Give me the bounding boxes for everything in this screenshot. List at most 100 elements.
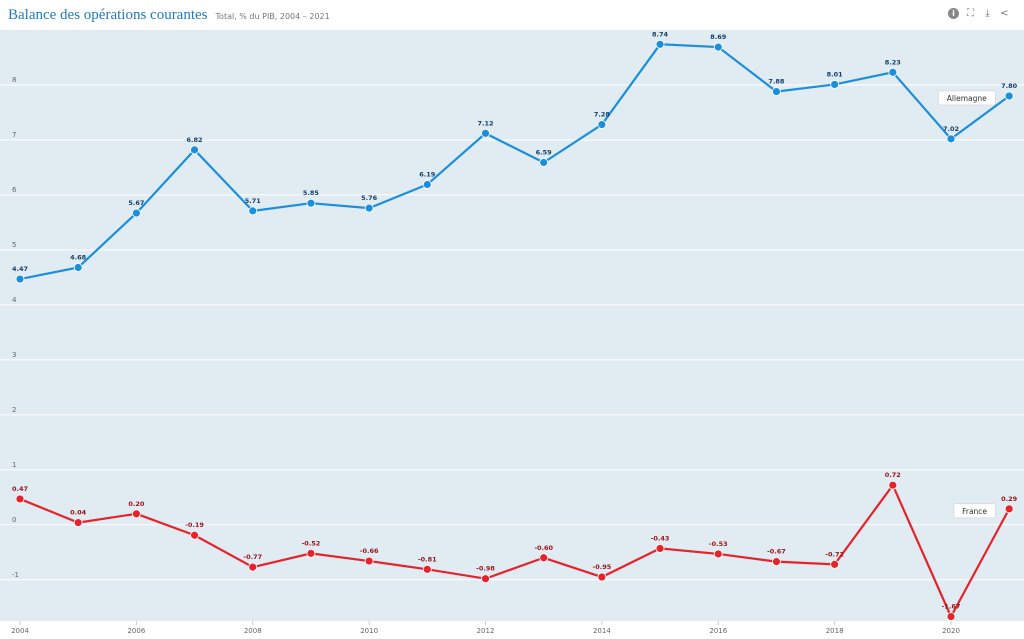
x-tick-label: 2004 [11,627,29,635]
y-tick-label: 2 [12,406,16,414]
data-label: -0.72 [825,550,844,558]
data-label: 7.88 [768,78,785,86]
data-label: 6.82 [187,136,203,144]
data-label: 7.80 [1001,82,1018,90]
series-line-france [19,483,1011,620]
x-tick-label: 2020 [942,627,960,635]
y-tick-label: 6 [12,186,17,194]
data-label: -0.53 [709,540,728,548]
data-label: 7.02 [943,125,959,133]
x-tick-label: 2014 [593,627,611,635]
fullscreen-icon[interactable]: ⛶ [967,8,974,19]
data-label: 4.47 [12,265,28,273]
data-label: 8.01 [827,70,844,78]
data-label: 0.72 [885,471,901,479]
y-tick-label: 0 [12,516,16,524]
data-label: 7.28 [594,111,611,119]
title-bar: Balance des opérations courantes Total, … [8,0,330,30]
series-legend-label: France [962,507,987,516]
data-point [190,530,199,540]
series-line-allemagne [19,43,1010,281]
data-point [1004,91,1014,101]
data-point [655,39,665,49]
data-point [772,557,781,567]
data-point [73,263,83,272]
data-label: 8.23 [885,58,901,66]
y-tick-label: -1 [12,571,19,579]
data-label: 6.59 [536,148,553,156]
chart-title: Balance des opérations courantes [8,6,208,23]
data-point [481,574,490,584]
data-point [772,87,781,96]
data-label: 8.69 [710,33,727,41]
data-point [655,544,665,553]
data-point [306,548,316,558]
series-legend-label: Allemagne [947,94,987,103]
download-icon[interactable]: ⤓ [985,8,990,19]
x-tick-label: 2016 [709,627,727,635]
data-point [830,80,840,89]
y-tick-label: 8 [12,76,16,84]
data-point [888,480,898,490]
data-label: 8.74 [652,30,669,38]
data-point [15,274,25,284]
data-label: -0.67 [767,548,786,556]
y-tick-label: 5 [12,241,16,249]
data-label: 0.47 [12,485,28,493]
data-point [1004,504,1014,514]
data-label: 5.85 [303,189,320,197]
data-label: 5.67 [128,199,144,207]
info-icon[interactable]: i [948,8,959,19]
data-label: 0.04 [70,509,87,517]
data-point [946,134,956,144]
x-tick-label: 2018 [826,627,844,635]
data-label: -0.98 [476,565,495,573]
data-point [539,158,549,167]
data-label: 5.71 [245,197,262,205]
data-point [422,564,432,574]
data-point [190,145,199,155]
x-tick-label: 2006 [127,627,145,635]
chart-subtitle: Total, % du PIB, 2004 – 2021 [215,11,330,21]
data-point [539,553,549,563]
share-icon[interactable]: < [1000,8,1009,19]
data-label: 6.19 [419,170,436,178]
data-point [364,556,374,566]
x-tick-label: 2008 [244,627,262,635]
data-label: -0.52 [302,539,321,547]
data-point [306,198,316,208]
data-point [364,203,374,213]
data-label: 0.29 [1001,495,1018,503]
y-tick-label: 7 [12,131,16,139]
data-point [481,128,490,138]
data-point [131,208,141,218]
data-label: -1.67 [942,603,961,611]
data-point [713,42,723,52]
data-point [946,612,956,622]
data-label: -0.66 [360,547,379,555]
x-tick-label: 2010 [360,627,378,635]
data-point [830,559,840,569]
data-point [422,180,432,189]
x-tick-label: 2012 [477,627,495,635]
chart-header: Balance des opérations courantes Total, … [0,0,1024,30]
data-label: 7.12 [477,119,493,127]
plot-background [0,30,1024,621]
data-label: -0.77 [243,553,262,561]
data-label: 4.68 [70,253,87,261]
data-label: -0.60 [534,544,553,552]
data-label: 0.20 [128,500,145,508]
toolbar: i ⛶ ⤓ < [948,8,1010,19]
data-point [248,562,258,572]
data-label: -0.81 [418,555,437,563]
data-point [15,494,25,504]
data-point [888,67,898,77]
data-point [248,206,258,216]
data-label: -0.43 [651,534,670,542]
y-tick-label: 3 [12,351,16,359]
data-point [597,572,607,582]
data-label: 5.76 [361,194,378,202]
data-point [597,120,607,129]
data-point [131,509,141,519]
